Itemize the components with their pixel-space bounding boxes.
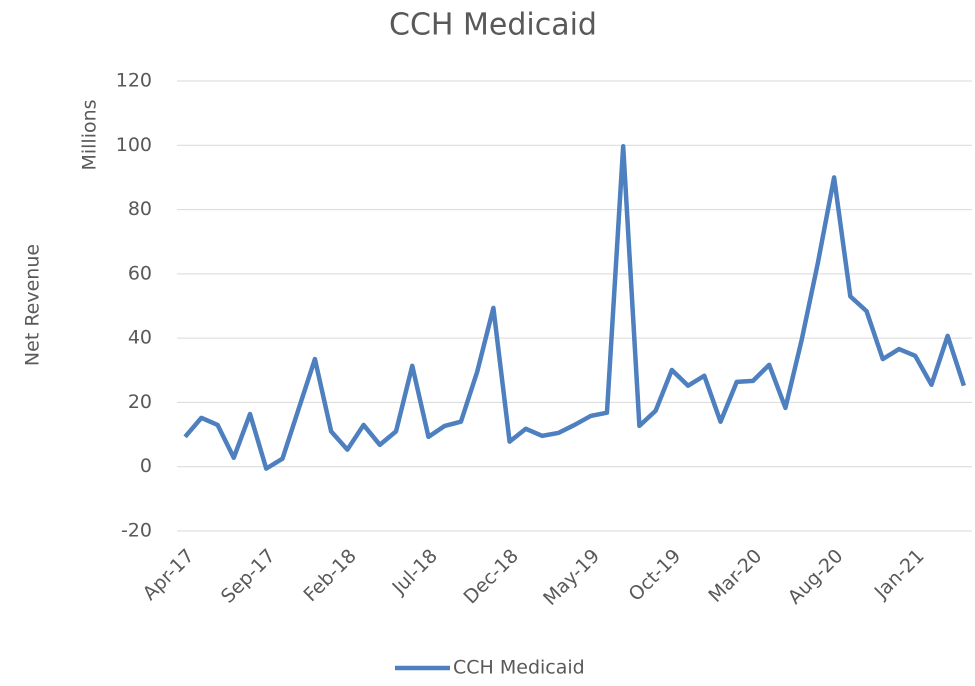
y-tick-label: 40 [128,327,152,349]
y-tick-label: 80 [128,198,152,220]
y-tick-label: 20 [128,391,152,413]
data-line [183,144,967,471]
x-tick-label: May-19 [539,545,604,610]
x-tick-label: Feb-18 [299,545,360,606]
y-tick-label: 0 [140,455,152,477]
x-tick-label: Jul-18 [387,545,441,599]
x-tick-label: Jan-21 [870,545,929,604]
y-tick-label: 120 [116,70,152,92]
legend-label: CCH Medicaid [453,657,585,679]
x-tick-label: Oct-19 [625,545,686,606]
y-unit-label: Millions [79,99,101,170]
x-tick-label: Dec-18 [460,545,524,609]
y-tick-label: -20 [121,520,152,542]
x-tick-label: Mar-20 [704,545,766,607]
y-tick-label: 100 [116,134,152,156]
y-tick-label: 60 [128,262,152,284]
y-axis-title: Net Revenue [22,244,44,366]
x-tick-label: Apr-17 [139,545,199,605]
x-tick-label: Aug-20 [784,545,848,609]
chart-title: CCH Medicaid [389,8,597,43]
x-tick-label: Sep-17 [217,545,280,608]
